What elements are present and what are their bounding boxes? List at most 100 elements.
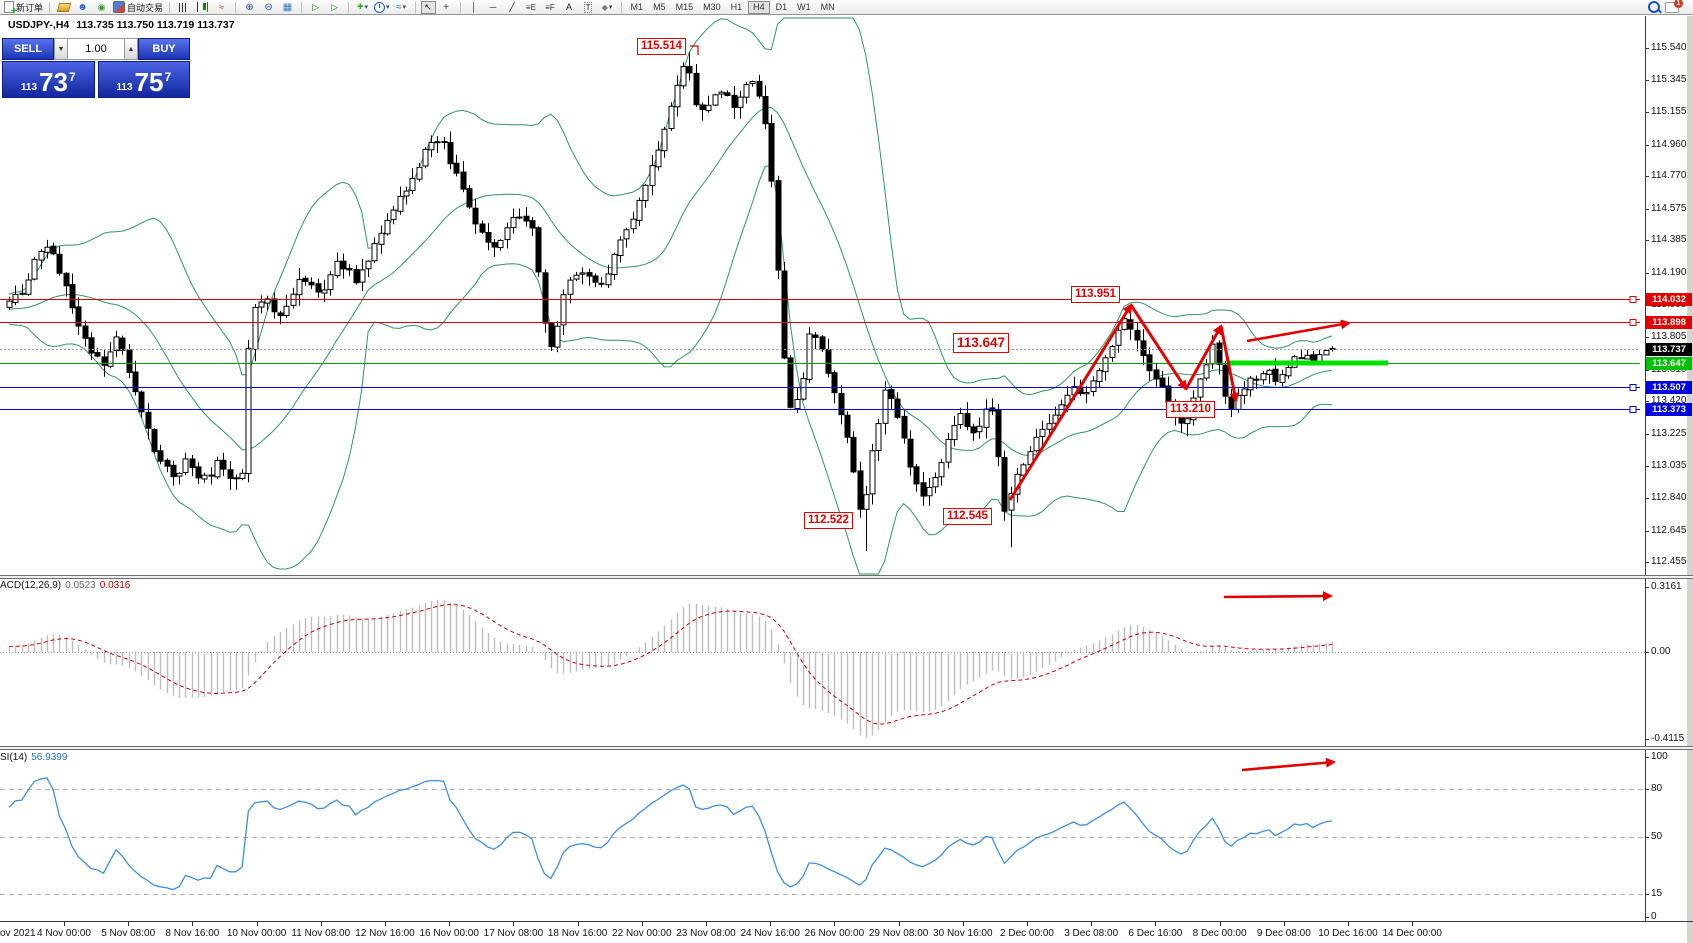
rsi-scale-80: 80 [1651,783,1663,794]
bull-candle [567,279,574,295]
rsi-arrow[interactable] [1241,757,1336,772]
chart-candles-button[interactable] [194,1,211,14]
panel-divider-chart-macd[interactable] [0,575,1693,579]
sell-price-box[interactable]: 113 73 7 [2,61,95,98]
timeframe-button-m30[interactable]: M30 [703,1,721,12]
zoom-in-button[interactable]: ⊕ [241,1,258,14]
chevron-down-icon: ▾ [402,4,407,11]
zoom-out-button[interactable]: ⊖ [260,1,277,14]
level-handle[interactable] [1629,319,1637,326]
bull-candle [378,232,385,245]
marketwatch-icon[interactable] [55,1,72,14]
vline-button[interactable]: │ [466,1,483,14]
sell-button[interactable]: SELL [2,38,54,60]
bear-candle [724,92,731,97]
bull-candle [1102,357,1109,373]
search-icon[interactable] [1648,1,1660,13]
bear-candle [189,458,196,468]
volume-decrease-button[interactable]: ▼ [54,38,68,60]
level-handle[interactable] [1629,384,1637,391]
profile-icon[interactable]: ☻ [74,1,91,14]
fibo-button[interactable]: ≡E [523,1,540,14]
price-annotation-113.210[interactable]: 113.210 [1166,401,1215,418]
template-dropdown[interactable]: ≈ ▾ [393,1,410,14]
bull-candle [1096,370,1103,383]
trend-arrow[interactable] [1219,325,1240,403]
bear-candle [1216,342,1223,365]
bull-candle [1090,380,1097,392]
toolbar-separator [301,1,303,13]
bull-candle [409,178,416,191]
buy-price-box[interactable]: 113 75 7 [97,61,190,98]
bear-candle [1222,364,1229,397]
price-annotation-112.522[interactable]: 112.522 [804,512,853,529]
bear-candle [227,469,234,480]
bull-candle [1323,350,1330,356]
auto-scroll-button[interactable]: ▷ [307,1,324,14]
signal-icon[interactable]: ◉ [93,1,110,14]
timeframe-button-h4[interactable]: H4 [748,0,770,14]
timeframe-button-d1[interactable]: D1 [775,1,788,12]
bull-candle [737,96,744,108]
bull-candle [680,66,687,87]
trend-arrow[interactable] [1129,304,1188,391]
chart-line-button[interactable]: ≈ [213,1,230,14]
price-annotation-113.647[interactable]: 113.647 [953,333,1010,353]
panel-divider-macd-rsi[interactable] [0,746,1693,750]
new-order-button[interactable]: 新订单 [3,1,44,16]
volume-input[interactable] [68,38,124,60]
date-label: 3 Dec 08:00 [1064,928,1119,939]
bear-candle [1228,396,1235,410]
autotrade-button[interactable]: 自动交易 [112,1,164,14]
period-dropdown[interactable]: ▾ [373,1,391,14]
bear-candle [686,66,693,74]
tile-windows-button[interactable]: ▦ [279,1,296,14]
new-order-icon [4,1,17,16]
one-click-price-row: 113 73 7 113 75 7 [2,61,190,98]
bear-candle [94,352,101,357]
text-button[interactable]: A [561,1,578,14]
chat-icon[interactable]: 1 [1665,0,1683,13]
trend-arrow[interactable] [1246,319,1351,343]
trend-arrow[interactable] [1184,324,1223,390]
bull-candle [636,199,643,221]
volume-increase-button[interactable]: ▲ [124,38,138,60]
buy-button[interactable]: BUY [138,38,190,60]
bear-candle [50,245,57,255]
bull-candle [668,105,675,130]
axis-tick [1645,337,1649,338]
bear-candle [894,398,901,418]
bull-candle [806,333,813,380]
timeframe-button-m1[interactable]: M1 [630,1,644,12]
fibo-expansion-button[interactable]: ≡F [542,1,559,14]
bull-candle [869,450,876,495]
price-annotation-115.514[interactable]: 115.514 [637,38,686,55]
level-handle[interactable] [1629,296,1637,303]
bollinger-upper-band [8,17,1333,396]
ohlc-values: 113.735 113.750 113.719 113.737 [76,19,235,31]
new-chart-dropdown[interactable]: + ▾ [354,1,371,14]
bull-candle [560,294,567,326]
level-handle[interactable] [1629,406,1637,413]
price-annotation-113.951[interactable]: 113.951 [1071,286,1120,303]
time-tick [642,922,643,926]
trendline-button[interactable]: ╱ [504,1,521,14]
bear-candle [82,325,89,339]
price-annotation-112.545[interactable]: 112.545 [943,508,992,525]
text-label-button[interactable]: T [580,1,597,14]
timeframe-button-m15[interactable]: M15 [675,1,694,12]
timeframe-button-w1[interactable]: W1 [797,1,811,12]
chart-bars-button[interactable] [175,1,192,14]
trend-arrow[interactable] [1008,303,1133,501]
timeframe-button-h1[interactable]: H1 [730,1,743,12]
hline-button[interactable]: ─ [485,1,502,14]
crosshair-button[interactable]: + [438,1,455,14]
macd-arrow[interactable] [1223,591,1333,602]
cursor-button[interactable]: ↖ [420,0,436,14]
chart-shift-button[interactable]: ▷ [326,1,343,14]
bull-candle [359,269,366,283]
timeframe-button-mn[interactable]: MN [820,1,835,12]
timeframe-button-m5[interactable]: M5 [653,1,666,12]
shapes-dropdown[interactable]: ◆ ▾ [599,1,616,14]
chart-shift-icon: ▷ [331,1,338,12]
